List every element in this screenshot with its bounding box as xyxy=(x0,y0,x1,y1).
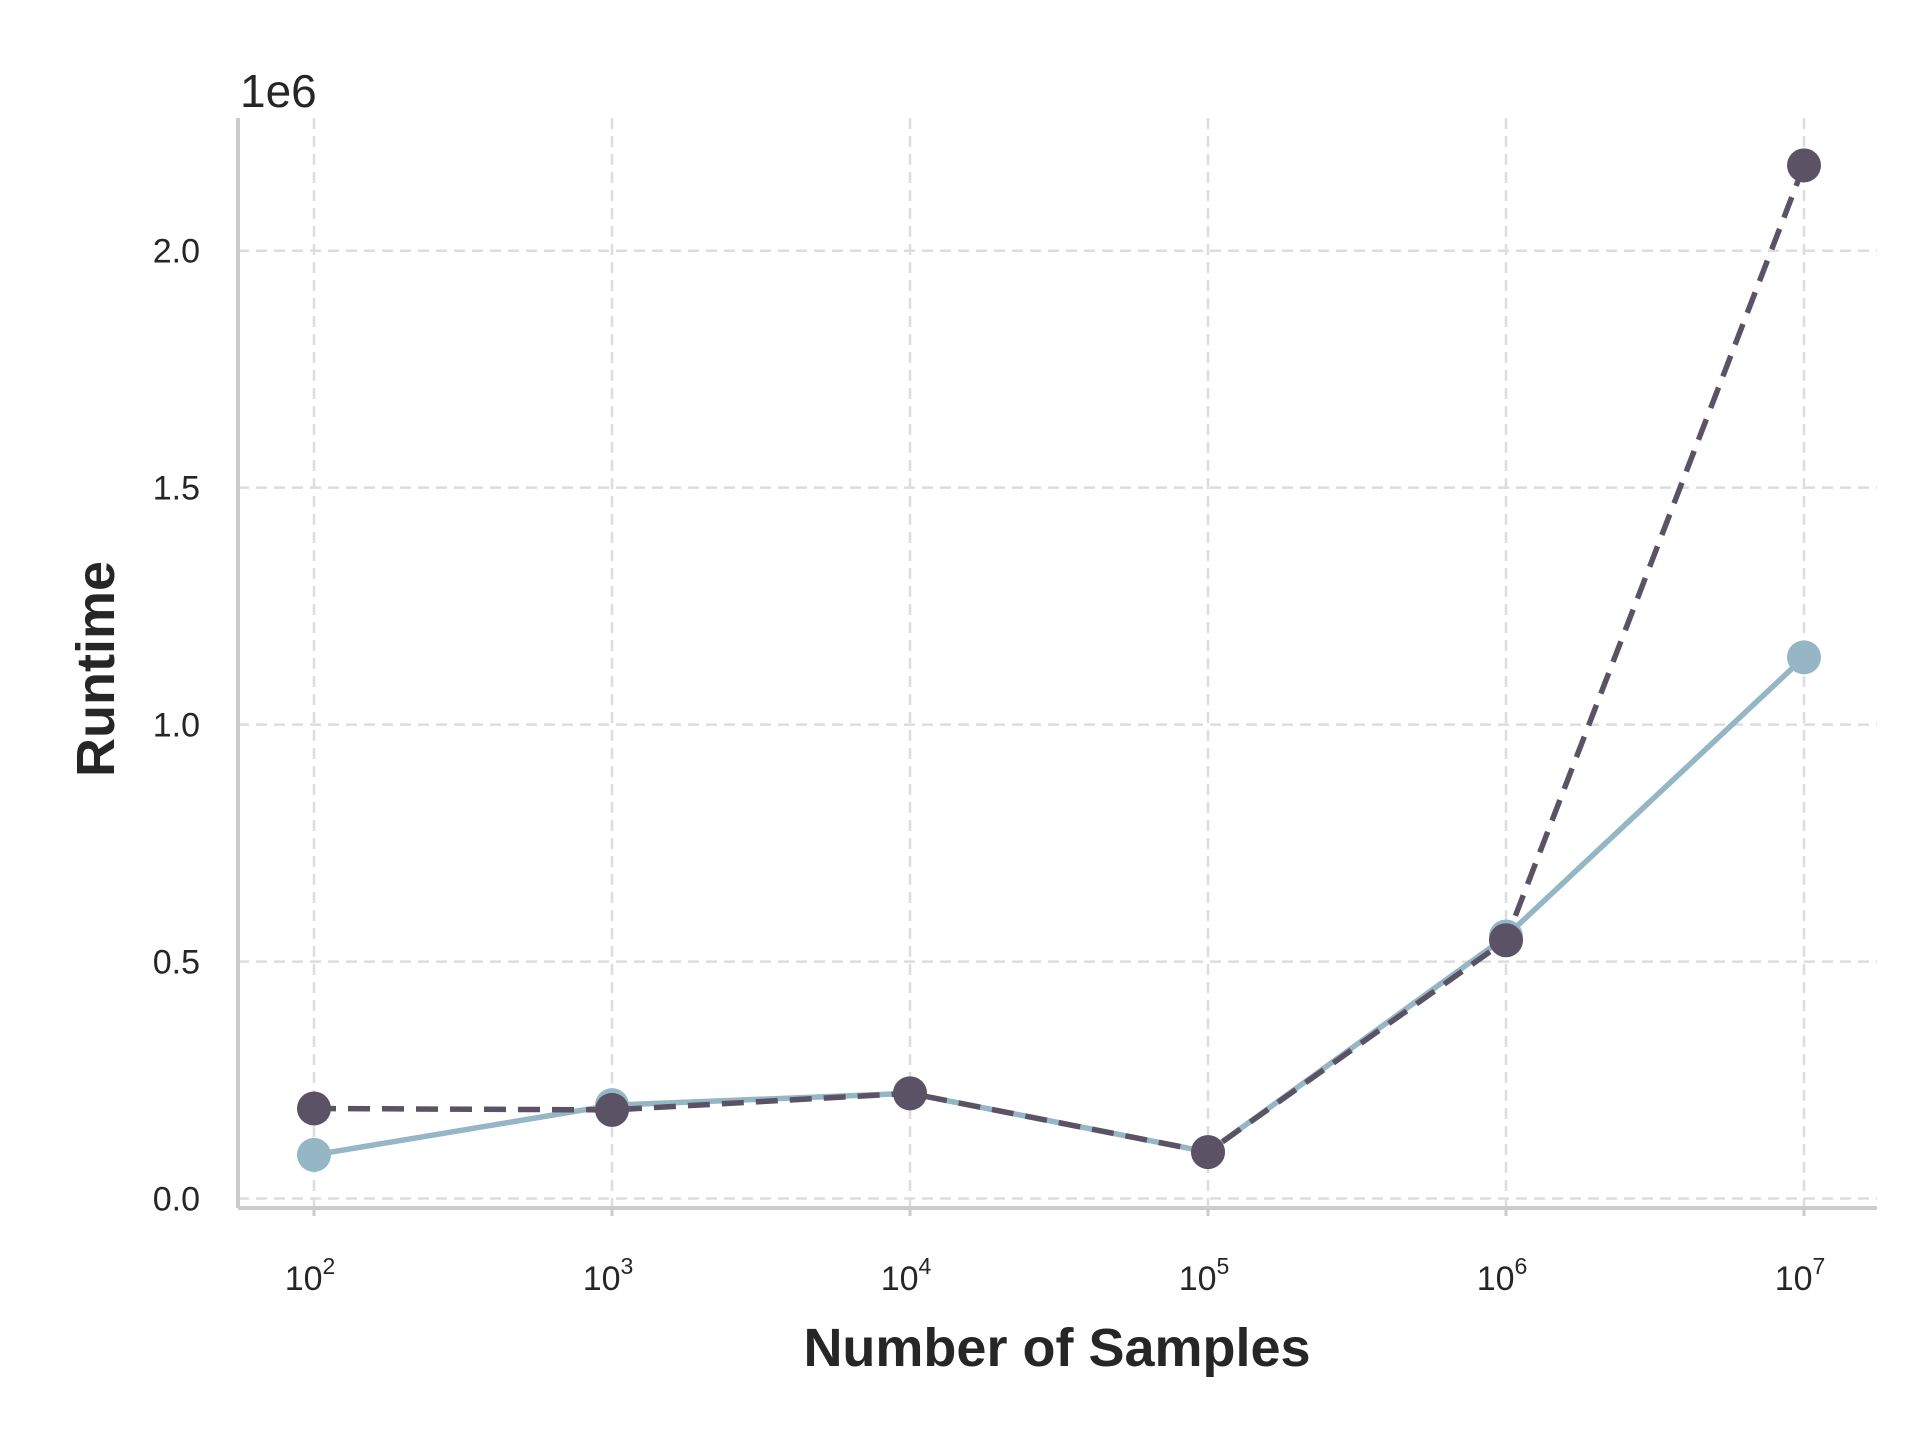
y-tick-label: 0.5 xyxy=(153,944,200,982)
axes xyxy=(236,118,1877,1210)
data-series xyxy=(297,148,1821,1172)
series-1-point xyxy=(1787,640,1821,675)
y-tick-label: 2.0 xyxy=(153,233,200,271)
x-tick-label: 102 xyxy=(285,1253,336,1298)
x-tick-label: 103 xyxy=(583,1253,634,1298)
x-axis-title: Number of Samples xyxy=(803,1318,1310,1378)
series-2-point xyxy=(893,1076,927,1111)
series-1-point xyxy=(297,1137,331,1172)
x-tick-label: 104 xyxy=(881,1253,932,1298)
grid xyxy=(238,118,1877,1208)
y-axis-title: Runtime xyxy=(66,561,126,777)
series-2-point xyxy=(595,1092,629,1127)
series-2-point xyxy=(1787,148,1821,183)
tick-labels: 102 103 104 105 106 107 0.0 0.5 1.0 1.5 2.0 xyxy=(153,233,1826,1298)
series-2 xyxy=(297,148,1821,1170)
series-1-line xyxy=(313,655,1806,1158)
x-tick-label: 107 xyxy=(1775,1253,1826,1298)
y-offset-label: 1e6 xyxy=(240,65,317,117)
series-2-point xyxy=(1191,1135,1225,1170)
series-2-point xyxy=(1489,923,1523,958)
x-tick-label: 105 xyxy=(1179,1253,1230,1298)
series-2-point xyxy=(297,1091,331,1126)
series-2-line xyxy=(313,164,1807,1155)
y-tick-label: 1.0 xyxy=(153,707,200,745)
x-tick-label: 106 xyxy=(1477,1253,1528,1298)
y-tick-label: 0.0 xyxy=(153,1181,200,1219)
y-tick-label: 1.5 xyxy=(153,470,200,508)
